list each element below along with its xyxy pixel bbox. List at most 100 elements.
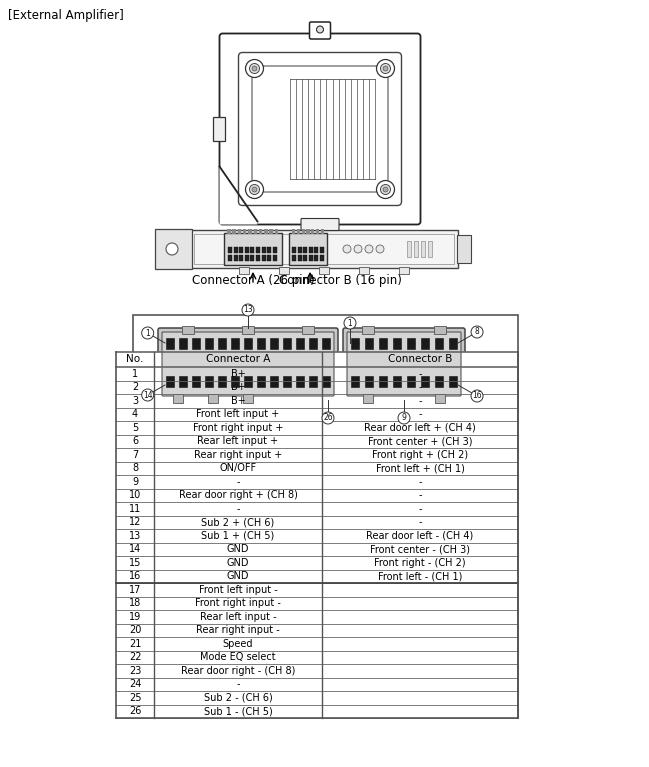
Bar [322,394,518,407]
Circle shape [249,64,260,74]
Text: 22: 22 [129,652,141,662]
Bar [231,376,239,387]
Bar [393,376,401,387]
FancyBboxPatch shape [310,22,330,39]
Text: Front right + (CH 2): Front right + (CH 2) [372,449,468,459]
Bar [407,338,415,349]
Text: 7: 7 [132,449,138,459]
Bar [116,352,154,367]
FancyBboxPatch shape [347,332,461,396]
Bar [303,255,307,261]
Circle shape [383,187,388,192]
Bar [322,380,518,394]
Bar [166,376,174,387]
Bar [309,338,317,349]
Bar [154,515,322,529]
Bar [243,229,247,234]
Bar [399,267,409,274]
Text: 19: 19 [129,612,141,622]
Text: -: - [418,410,422,420]
Text: Sub 2 - (CH 6): Sub 2 - (CH 6) [204,693,273,703]
Bar [245,255,249,261]
Bar [322,597,518,610]
Bar [154,597,322,610]
Bar [302,229,305,234]
Bar [154,691,322,705]
Text: -: - [418,382,422,392]
Bar [292,255,296,261]
Bar [322,691,518,705]
Text: Rear door left - (CH 4): Rear door left - (CH 4) [367,531,474,541]
Bar [116,664,154,677]
Text: 2: 2 [132,382,138,392]
Bar [232,229,236,234]
Text: Rear right input +: Rear right input + [194,449,282,459]
Text: Mode EQ select: Mode EQ select [200,652,276,662]
Bar [322,570,518,583]
Text: Rear door left + (CH 4): Rear door left + (CH 4) [364,423,476,433]
Bar [116,583,154,597]
Bar [449,338,457,349]
Bar [116,380,154,394]
Bar [154,637,322,650]
Text: Connector B: Connector B [388,354,452,364]
Text: 11: 11 [129,504,141,514]
Bar [269,229,273,234]
Bar [407,241,411,257]
Bar [296,338,304,349]
FancyBboxPatch shape [194,234,454,264]
Circle shape [354,245,362,253]
Bar [273,247,277,253]
Bar [457,235,471,263]
Bar [297,255,302,261]
Text: Rear right input -: Rear right input - [196,625,280,635]
Text: Front left - (CH 1): Front left - (CH 1) [378,571,462,581]
Text: 20: 20 [129,625,141,635]
Bar [270,376,278,387]
Bar [421,338,429,349]
Text: Front center + (CH 3): Front center + (CH 3) [368,436,472,446]
Bar [192,338,200,349]
Bar [283,338,291,349]
Circle shape [383,66,388,71]
Bar [351,338,359,349]
Bar [116,407,154,421]
Bar [242,326,254,334]
Bar [243,394,253,403]
Bar [154,407,322,421]
Text: 9: 9 [132,477,138,487]
Bar [154,448,322,462]
Circle shape [245,60,263,77]
Bar [264,229,267,234]
Circle shape [380,64,391,74]
Bar [154,380,322,394]
Bar [116,624,154,637]
Bar [218,338,226,349]
Bar [322,475,518,489]
Text: 25: 25 [129,693,141,703]
Text: Rear door right + (CH 8): Rear door right + (CH 8) [178,490,297,500]
Bar [218,376,226,387]
Bar [154,583,322,597]
Circle shape [376,60,395,77]
Bar [322,542,518,556]
Text: 4: 4 [132,410,138,420]
Circle shape [344,317,356,329]
FancyBboxPatch shape [301,219,339,231]
Text: Front left input -: Front left input - [199,584,277,594]
Bar [428,241,432,257]
Bar [434,326,446,334]
FancyBboxPatch shape [219,34,421,225]
Bar [319,255,323,261]
Text: Connector A: Connector A [206,354,270,364]
FancyBboxPatch shape [190,230,458,268]
Text: 24: 24 [129,680,141,690]
Bar [154,610,322,624]
Bar [297,229,300,234]
Text: 1: 1 [145,328,150,337]
Bar [245,247,249,253]
Bar [262,255,265,261]
Bar [228,247,232,253]
Text: 16: 16 [472,391,482,400]
Bar [154,502,322,515]
